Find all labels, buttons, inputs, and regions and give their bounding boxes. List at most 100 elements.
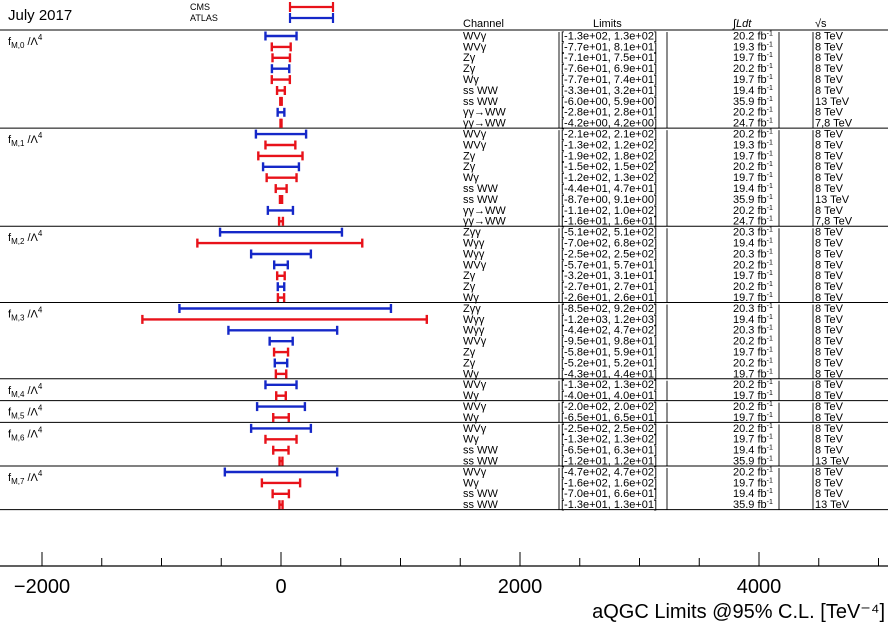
x-tick-label: −2000 bbox=[14, 576, 70, 598]
channel-cell: WVγ bbox=[463, 259, 487, 271]
limit-bar bbox=[274, 184, 288, 194]
lumi-cell: 35.9 fb-1 bbox=[733, 194, 773, 206]
limits-cell: [-4.0e+01, 4.0e+01] bbox=[561, 390, 657, 402]
limit-bar bbox=[257, 151, 304, 161]
lumi-cell: 20.2 fb-1 bbox=[733, 401, 773, 413]
legend: CMS ATLAS bbox=[190, 2, 218, 23]
limit-bar bbox=[270, 42, 292, 52]
channel-cell: Wγ bbox=[463, 390, 479, 402]
limit-bar bbox=[255, 402, 307, 412]
energy-cell: 13 TeV bbox=[815, 499, 850, 511]
channel-cell: Zγ bbox=[463, 357, 476, 369]
channel-cell: WVγ bbox=[463, 401, 487, 413]
limits-cell: [-1.3e+02, 1.3e+02] bbox=[561, 379, 657, 391]
lumi-cell: 35.9 fb-1 bbox=[733, 499, 773, 511]
channel-cell: ss WW bbox=[463, 499, 498, 511]
lumi-cell: 19.4 fb-1 bbox=[733, 238, 773, 250]
lumi-cell: 19.4 fb-1 bbox=[733, 314, 773, 326]
energy-cell: 8 TeV bbox=[815, 336, 844, 348]
channel-cell: γγ→WW bbox=[463, 205, 506, 217]
energy-cell: 8 TeV bbox=[815, 107, 844, 119]
limit-bar bbox=[274, 369, 288, 379]
limits-cell: [-8.5e+02, 9.2e+02] bbox=[561, 303, 657, 315]
lumi-cell: 19.7 fb-1 bbox=[733, 270, 773, 282]
limits-cell: [-4.7e+02, 4.7e+02] bbox=[561, 466, 657, 478]
limits-cell: [-5.8e+01, 5.9e+01] bbox=[561, 347, 657, 359]
energy-cell: 8 TeV bbox=[815, 357, 844, 369]
lumi-cell: 20.2 fb-1 bbox=[733, 107, 773, 119]
lumi-cell: 19.7 fb-1 bbox=[733, 347, 773, 359]
channel-cell: Wγγ bbox=[463, 238, 485, 250]
limits-cell: [-2.6e+01, 2.6e+01] bbox=[561, 292, 657, 304]
energy-cell: 13 TeV bbox=[815, 96, 850, 108]
lumi-cell: 20.2 fb-1 bbox=[733, 161, 773, 173]
limit-bar bbox=[275, 391, 287, 401]
limits-cell: [-1.6e+02, 1.6e+02] bbox=[561, 477, 657, 489]
lumi-cell: 19.7 fb-1 bbox=[733, 292, 773, 304]
column-header-limits: Limits bbox=[593, 18, 622, 30]
channel-cell: WVγ bbox=[463, 379, 487, 391]
channel-cell: ss WW bbox=[463, 456, 498, 468]
limits-cell: [-2.0e+02, 2.0e+02] bbox=[561, 401, 657, 413]
group-label: fM,2 /Λ4 bbox=[8, 229, 43, 246]
column-header-energy: √s bbox=[815, 18, 827, 30]
energy-cell: 8 TeV bbox=[815, 41, 844, 53]
lumi-cell: 20.2 fb-1 bbox=[733, 63, 773, 75]
lumi-cell: 19.7 fb-1 bbox=[733, 434, 773, 446]
energy-cell: 8 TeV bbox=[815, 248, 844, 260]
lumi-cell: 20.2 fb-1 bbox=[733, 30, 773, 42]
energy-cell: 8 TeV bbox=[815, 150, 844, 162]
energy-cell: 8 TeV bbox=[815, 412, 844, 424]
lumi-cell: 24.7 fb-1 bbox=[733, 118, 773, 130]
channel-cell: WVγ bbox=[463, 41, 487, 53]
limit-bar bbox=[276, 293, 286, 303]
limit-bar bbox=[218, 227, 344, 237]
limit-bar bbox=[277, 216, 285, 226]
channel-cell: ss WW bbox=[463, 488, 498, 500]
limit-bar bbox=[227, 325, 339, 335]
limits-cell: [-7.1e+01, 7.5e+01] bbox=[561, 52, 657, 64]
lumi-cell: 20.2 fb-1 bbox=[733, 205, 773, 217]
limit-bar bbox=[254, 129, 308, 139]
chart-title: July 2017 bbox=[8, 7, 72, 24]
channel-cell: WVγ bbox=[463, 30, 487, 42]
x-tick-label: 0 bbox=[275, 576, 286, 598]
channel-cell: Wγ bbox=[463, 172, 479, 184]
energy-cell: 8 TeV bbox=[815, 292, 844, 304]
lumi-cell: 19.7 fb-1 bbox=[733, 52, 773, 64]
group-label: fM,6 /Λ4 bbox=[8, 425, 43, 442]
limit-bar bbox=[272, 412, 290, 422]
energy-cell: 8 TeV bbox=[815, 379, 844, 391]
limit-bar bbox=[276, 282, 286, 292]
limits-cell: [-7.6e+01, 6.9e+01] bbox=[561, 63, 657, 75]
limit-bar bbox=[249, 423, 313, 433]
lumi-cell: 19.7 fb-1 bbox=[733, 477, 773, 489]
limits-cell: [-9.5e+01, 9.8e+01] bbox=[561, 336, 657, 348]
lumi-cell: 20.3 fb-1 bbox=[733, 303, 773, 315]
channel-cell: WVγ bbox=[463, 466, 487, 478]
x-axis-label: aQGC Limits @95% C.L. [TeV⁻⁴] bbox=[592, 601, 885, 623]
limits-cell: [-5.1e+02, 5.1e+02] bbox=[561, 227, 657, 239]
limit-bar bbox=[249, 249, 313, 259]
energy-cell: 8 TeV bbox=[815, 238, 844, 250]
limits-cell: [-7.7e+01, 8.1e+01] bbox=[561, 41, 657, 53]
limit-bar bbox=[275, 85, 287, 95]
channel-cell: Wγ bbox=[463, 292, 479, 304]
channel-cell: Zγ bbox=[463, 281, 476, 293]
channel-cell: ss WW bbox=[463, 194, 498, 206]
channel-cell: ss WW bbox=[463, 85, 498, 97]
legend-label-atlas: ATLAS bbox=[190, 13, 218, 23]
limits-cell: [-6.5e+01, 6.5e+01] bbox=[561, 412, 657, 424]
channel-cell: Wγ bbox=[463, 412, 479, 424]
channel-cell: ss WW bbox=[463, 445, 498, 457]
lumi-cell: 20.2 fb-1 bbox=[733, 466, 773, 478]
limit-bar bbox=[272, 260, 290, 270]
lumi-cell: 19.3 fb-1 bbox=[733, 139, 773, 151]
energy-cell: 8 TeV bbox=[815, 477, 844, 489]
lumi-cell: 35.9 fb-1 bbox=[733, 96, 773, 108]
energy-cell: 8 TeV bbox=[815, 270, 844, 282]
limits-cell: [-1.2e+03, 1.2e+03] bbox=[561, 314, 657, 326]
group-label: fM,1 /Λ4 bbox=[8, 131, 43, 148]
limit-bar bbox=[261, 162, 301, 172]
